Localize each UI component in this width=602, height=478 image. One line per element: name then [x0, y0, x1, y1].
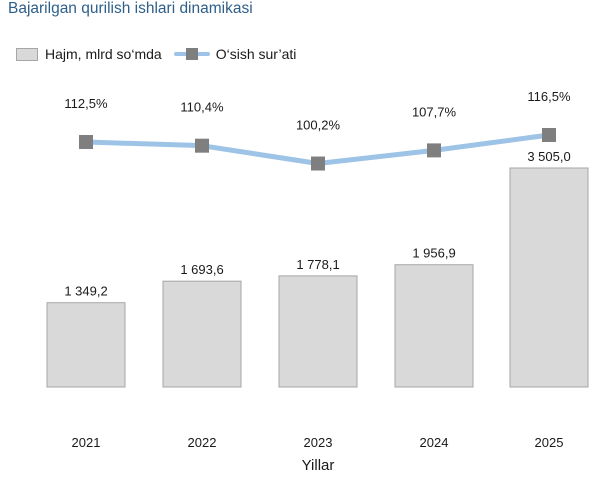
- bar-label-2023: 1 778,1: [296, 257, 339, 272]
- legend-label-volume: Hajm, mlrd so‘mda: [45, 46, 162, 62]
- bar-2024: [394, 264, 474, 388]
- bar-series: [46, 167, 589, 388]
- growth-label-2021: 112,5%: [64, 96, 108, 111]
- x-tick-2021: 2021: [72, 435, 101, 450]
- chart-title: Bajarilgan qurilish ishlari dinamikasi: [8, 0, 253, 17]
- bar-2023: [278, 275, 358, 388]
- growth-marker-2022: [195, 138, 209, 153]
- growth-label-2024: 107,7%: [412, 104, 457, 119]
- bar-label-2022: 1 693,6: [180, 262, 223, 277]
- legend-marker: [185, 48, 198, 60]
- x-axis-label: Yillar: [302, 457, 335, 474]
- legend-swatch-bar: [16, 47, 38, 61]
- growth-marker-2023: [311, 156, 325, 171]
- bar-2021: [46, 302, 126, 388]
- bar-2025: [509, 167, 589, 388]
- bar-2022: [162, 280, 242, 388]
- legend-label-growth: O‘sish sur’ati: [215, 46, 297, 62]
- legend-item-volume: Hajm, mlrd so‘mda: [16, 46, 162, 62]
- legend: Hajm, mlrd so‘mda O‘sish sur’ati: [16, 43, 308, 65]
- x-tick-2025: 2025: [535, 435, 564, 450]
- legend-swatch-line: [173, 47, 210, 61]
- x-tick-2022: 2022: [188, 435, 217, 450]
- growth-label-2022: 110,4%: [180, 100, 224, 115]
- bar-label-2024: 1 956,9: [412, 246, 455, 261]
- growth-label-2025: 116,5%: [527, 89, 571, 104]
- line-series: [79, 128, 556, 171]
- legend-item-growth: O‘sish sur’ati: [173, 46, 297, 62]
- x-tick-2024: 2024: [420, 435, 449, 450]
- x-axis-ticks: 2021 2022 2023 2024 2025: [72, 435, 564, 450]
- growth-label-2023: 100,2%: [296, 118, 341, 133]
- line-value-labels: 112,5% 110,4% 100,2% 107,7% 116,5%: [64, 89, 571, 133]
- growth-marker-2021: [79, 135, 93, 149]
- growth-marker-2025: [542, 128, 556, 142]
- growth-marker-2024: [427, 143, 441, 158]
- bar-label-2025: 3 505,0: [527, 149, 570, 164]
- bar-label-2021: 1 349,2: [64, 284, 107, 299]
- x-tick-2023: 2023: [304, 435, 333, 450]
- bar-value-labels: 1 349,2 1 693,6 1 778,1 1 956,9 3 505,0: [64, 149, 570, 299]
